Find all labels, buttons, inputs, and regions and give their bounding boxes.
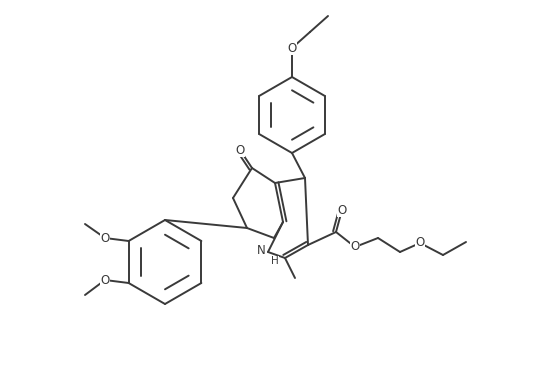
Text: O: O [338,204,347,216]
Text: O: O [101,232,110,245]
Text: O: O [415,236,425,249]
Text: N: N [257,245,266,258]
Text: O: O [350,240,359,253]
Text: O: O [287,41,297,54]
Text: H: H [271,256,279,266]
Text: O: O [235,144,245,157]
Text: O: O [101,273,110,286]
